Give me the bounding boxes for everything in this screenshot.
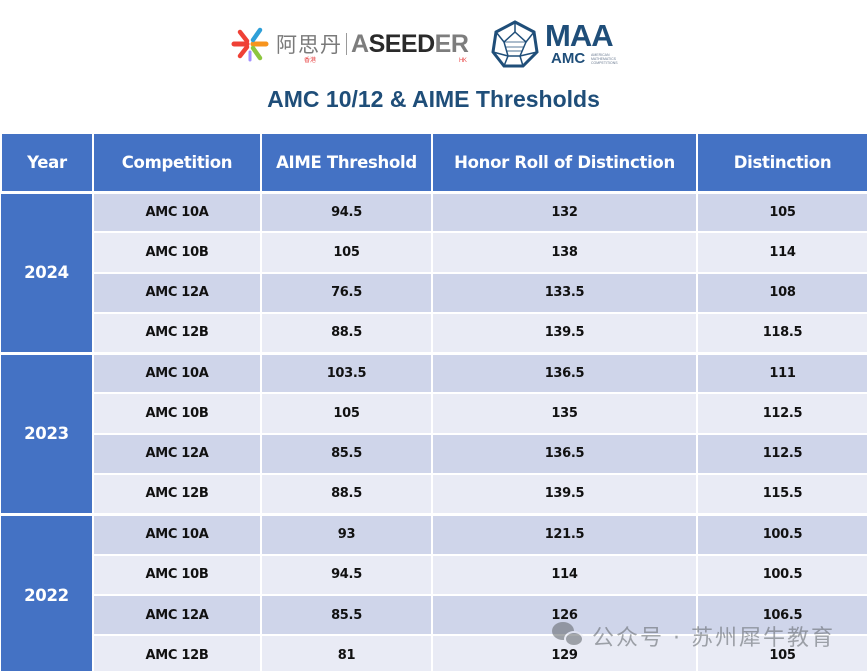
aime-threshold-cell: 85.5 <box>260 593 433 637</box>
distinction-cell: 118.5 <box>696 311 867 355</box>
page-title: AMC 10/12 & AIME Thresholds <box>267 86 600 112</box>
column-header-aime-threshold: AIME Threshold <box>260 134 433 193</box>
competition-cell: AMC 12B <box>92 473 262 516</box>
aime-threshold-cell: 103.5 <box>260 351 433 395</box>
table-row: AMC 12A 76.5 133.5 108 <box>1 271 867 314</box>
honor-roll-cell: 133.5 <box>431 271 698 314</box>
aime-threshold-cell: 85.5 <box>260 432 433 476</box>
competition-cell: AMC 10A <box>92 512 262 556</box>
aime-threshold-cell: 93 <box>260 512 433 556</box>
table-row: AMC 10B 105 138 114 <box>1 231 867 274</box>
table-row: AMC 12B 88.5 139.5 115.5 <box>1 473 867 516</box>
aseeder-cn-name: 阿思丹 香港 <box>276 33 342 64</box>
column-header-year: Year <box>0 134 94 193</box>
competition-cell: AMC 10A <box>92 351 262 395</box>
competition-cell: AMC 10B <box>92 392 262 435</box>
honor-roll-cell: 114 <box>431 553 698 596</box>
aime-threshold-cell: 94.5 <box>260 553 433 596</box>
table-row: 2024 AMC 10A 94.5 132 105 <box>1 190 867 355</box>
aime-threshold-cell: 76.5 <box>260 271 433 314</box>
aime-threshold-cell: 105 <box>260 231 433 274</box>
year-cell: 2024 <box>1 190 94 355</box>
logo-bar: 阿思丹 香港 ASEEDER HK MAA AMC AMERICAN MATHEMA… <box>0 18 867 70</box>
competition-cell: AMC 12A <box>92 432 262 476</box>
aseeder-hk: HK <box>459 57 467 64</box>
aseeder-en-name: ASEEDER HK <box>351 29 469 64</box>
amc-text: AMC <box>551 50 586 67</box>
honor-roll-cell: 139.5 <box>431 473 698 516</box>
aime-threshold-cell: 81 <box>260 634 433 671</box>
column-header-distinction: Distinction <box>696 134 867 193</box>
asterisk-burst-icon <box>231 27 269 62</box>
honor-roll-cell: 136.5 <box>431 351 698 395</box>
maa-wordmark: MAA AMC AMERICAN MATHEMATICS COMPETITION… <box>545 18 625 68</box>
year-cell: 2022 <box>1 512 94 671</box>
competition-cell: AMC 10B <box>92 231 262 274</box>
competition-cell: AMC 12A <box>92 593 262 637</box>
table-row: 2023 AMC 10A 103.5 136.5 111 <box>1 351 867 516</box>
polyhedron-icon <box>491 20 539 68</box>
thresholds-table: Year Competition AIME Threshold Honor Ro… <box>0 134 867 671</box>
distinction-cell: 105 <box>696 190 867 234</box>
aime-threshold-cell: 94.5 <box>260 190 433 234</box>
distinction-cell: 108 <box>696 271 867 314</box>
aime-threshold-cell: 88.5 <box>260 311 433 355</box>
distinction-cell: 106.5 <box>696 593 867 637</box>
table-row: AMC 10B 105 135 112.5 <box>1 392 867 435</box>
distinction-cell: 100.5 <box>696 512 867 556</box>
column-header-competition: Competition <box>92 134 262 193</box>
aime-threshold-cell: 88.5 <box>260 473 433 516</box>
aseeder-cn-sub: 香港 <box>304 57 317 64</box>
honor-roll-cell: 121.5 <box>431 512 698 556</box>
table-row: AMC 12B 81 129 105 <box>1 634 867 671</box>
distinction-cell: 111 <box>696 351 867 395</box>
distinction-cell: 100.5 <box>696 553 867 596</box>
honor-roll-cell: 126 <box>431 593 698 637</box>
logo-divider <box>346 33 347 55</box>
year-cell: 2023 <box>1 351 94 516</box>
table-row: AMC 12B 88.5 139.5 118.5 <box>1 311 867 355</box>
competition-cell: AMC 12B <box>92 311 262 355</box>
aseeder-logo: 阿思丹 香港 ASEEDER HK <box>230 24 469 64</box>
table-row: 2022 AMC 10A 93 121.5 100.5 <box>1 512 867 671</box>
honor-roll-cell: 138 <box>431 231 698 274</box>
distinction-cell: 105 <box>696 634 867 671</box>
honor-roll-cell: 135 <box>431 392 698 435</box>
table-row: AMC 12A 85.5 126 106.5 <box>1 593 867 637</box>
honor-roll-cell: 136.5 <box>431 432 698 476</box>
maa-text: MAA <box>545 18 614 53</box>
honor-roll-cell: 139.5 <box>431 311 698 355</box>
table-row: AMC 12A 85.5 136.5 112.5 <box>1 432 867 476</box>
competition-cell: AMC 12A <box>92 271 262 314</box>
distinction-cell: 112.5 <box>696 432 867 476</box>
competition-cell: AMC 12B <box>92 634 262 671</box>
honor-roll-cell: 129 <box>431 634 698 671</box>
column-header-honor-roll: Honor Roll of Distinction <box>431 134 698 193</box>
amc-tagline: AMERICAN MATHEMATICS COMPETITIONS <box>591 53 618 65</box>
table-row: AMC 10B 94.5 114 100.5 <box>1 553 867 596</box>
distinction-cell: 112.5 <box>696 392 867 435</box>
competition-cell: AMC 10A <box>92 190 262 234</box>
table-header-row: Year Competition AIME Threshold Honor Ro… <box>0 134 867 193</box>
honor-roll-cell: 132 <box>431 190 698 234</box>
maa-amc-logo: MAA AMC AMERICAN MATHEMATICS COMPETITION… <box>490 18 625 68</box>
competition-cell: AMC 10B <box>92 553 262 596</box>
distinction-cell: 115.5 <box>696 473 867 516</box>
distinction-cell: 114 <box>696 231 867 274</box>
aime-threshold-cell: 105 <box>260 392 433 435</box>
